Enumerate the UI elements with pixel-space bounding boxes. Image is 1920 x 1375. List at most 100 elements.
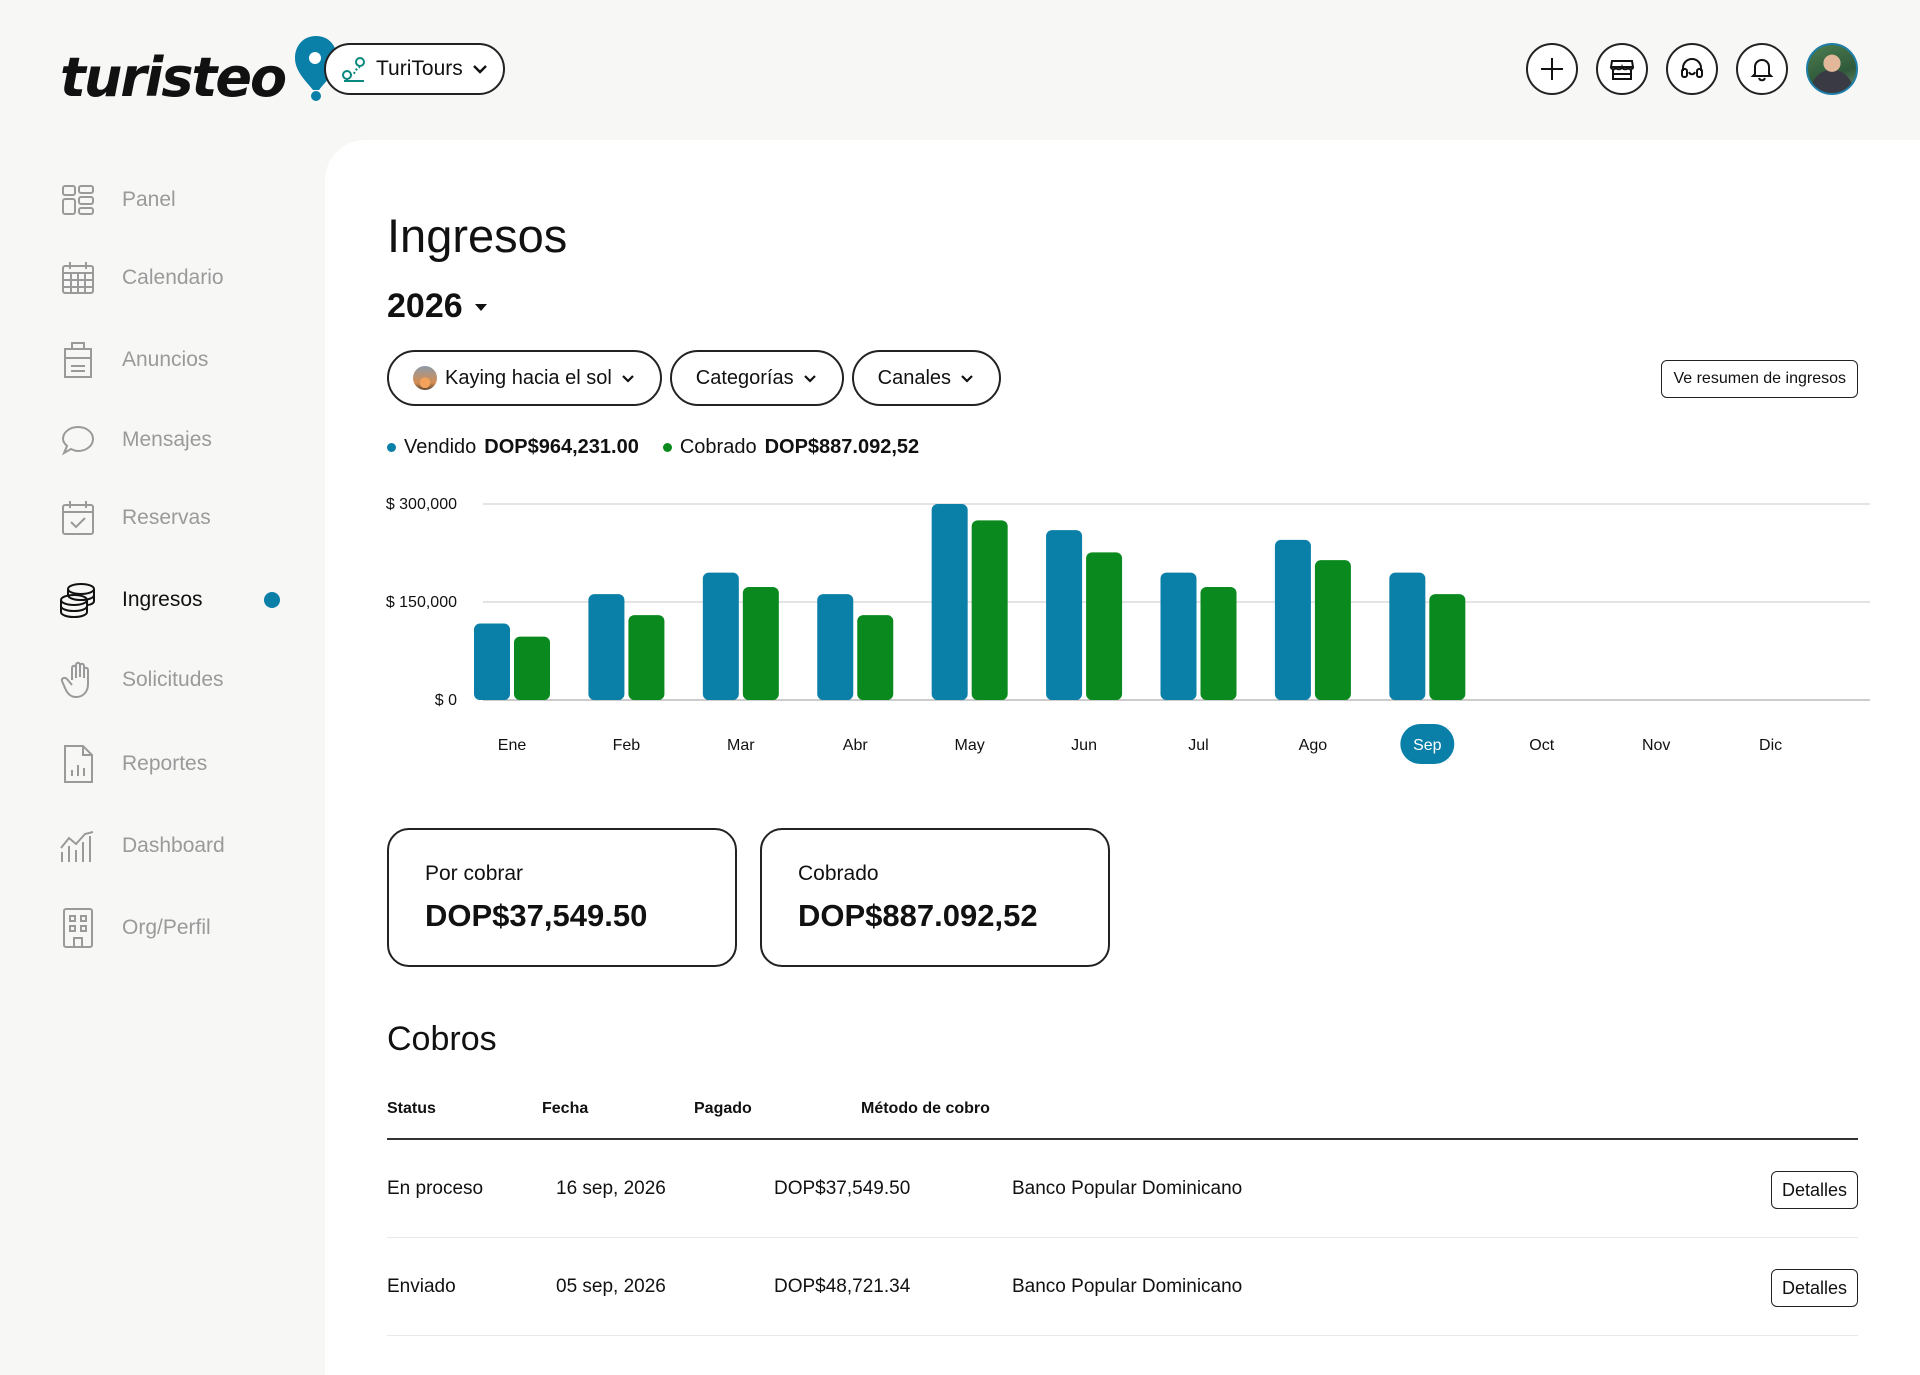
bar-cobrado-abr[interactable]	[857, 615, 894, 700]
bar-vendido-mar[interactable]	[702, 572, 739, 700]
sidebar-item-label: Panel	[122, 188, 176, 211]
table-row: En proceso 16 sep, 2026 DOP$37,549.50 Ba…	[387, 1140, 1858, 1238]
sidebar-item-org-perfil[interactable]: Org/Perfil	[58, 904, 298, 952]
filter-canales[interactable]: Canales	[851, 350, 1002, 406]
sidebar-item-anuncios[interactable]: Anuncios	[58, 336, 298, 384]
sidebar-item-label: Calendario	[122, 266, 224, 289]
add-button[interactable]	[1526, 43, 1578, 95]
card-label: Cobrado	[798, 862, 879, 885]
legend-item-cobrado: Cobrado DOP$887.092,52	[662, 436, 920, 459]
bar-vendido-jun[interactable]	[1046, 530, 1083, 700]
sidebar-item-label: Solicitudes	[122, 668, 224, 691]
x-tick-label[interactable]: Mar	[727, 737, 755, 754]
active-indicator-dot	[264, 592, 280, 608]
cell-pagado: DOP$37,549.50	[774, 1178, 911, 1199]
legend-label: Cobrado	[679, 436, 757, 458]
bar-cobrado-ene[interactable]	[514, 636, 550, 700]
sidebar-item-ingresos[interactable]: Ingresos	[58, 576, 298, 624]
legend-item-vendido: Vendido DOP$964,231.00	[387, 436, 639, 459]
bar-cobrado-feb[interactable]	[628, 615, 665, 700]
bar-vendido-jul[interactable]	[1160, 572, 1197, 700]
y-tick-label: $ 300,000	[386, 496, 457, 513]
report-icon	[58, 744, 98, 784]
bar-cobrado-may[interactable]	[971, 520, 1008, 700]
account-name: TuriTours	[376, 57, 463, 80]
sidebar-item-reportes[interactable]: Reportes	[58, 740, 298, 788]
caret-down-icon	[474, 303, 487, 311]
bar-vendido-ene[interactable]	[474, 623, 510, 700]
card-cobrado: Cobrado DOP$887.092,52	[760, 828, 1110, 967]
user-avatar[interactable]	[1806, 43, 1858, 95]
selected-month-pill[interactable]	[1400, 724, 1455, 764]
bar-cobrado-jun[interactable]	[1086, 552, 1123, 700]
headset-icon	[1681, 57, 1703, 78]
table-row: Enviado 05 sep, 2026 DOP$48,721.34 Banco…	[387, 1238, 1858, 1336]
account-selector[interactable]: TuriTours	[324, 43, 505, 95]
cell-metodo: Banco Popular Dominicano	[1012, 1178, 1243, 1199]
sidebar-item-solicitudes[interactable]: Solicitudes	[58, 656, 298, 704]
x-tick-label[interactable]: May	[955, 737, 985, 754]
sidebar-item-calendario[interactable]: Calendario	[58, 254, 298, 302]
notifications-button[interactable]	[1736, 43, 1788, 95]
x-tick-label[interactable]: Jun	[1071, 737, 1097, 754]
map-route-icon	[342, 57, 365, 82]
bar-cobrado-jul[interactable]	[1200, 586, 1237, 700]
grid-icon	[58, 180, 98, 220]
year-selector[interactable]: 2026	[387, 287, 489, 326]
cell-status: En proceso	[387, 1178, 484, 1199]
column-header-status: Status	[387, 1100, 436, 1117]
plus-icon	[1541, 58, 1563, 80]
filter-label: Kaying hacia el sol	[445, 366, 612, 389]
legend-value: DOP$887.092,52	[764, 436, 920, 458]
details-button[interactable]: Detalles	[1770, 1171, 1858, 1209]
calendar-check-icon	[58, 498, 98, 538]
support-button[interactable]	[1666, 43, 1718, 95]
main-panel: Ingresos 2026 Kaying hacia el sol Catego…	[325, 140, 1920, 1375]
bar-vendido-sep[interactable]	[1389, 572, 1426, 700]
calendar-icon	[58, 258, 98, 298]
x-tick-label[interactable]: Ago	[1299, 737, 1328, 754]
x-tick-label[interactable]: Oct	[1529, 737, 1554, 754]
bar-cobrado-mar[interactable]	[742, 586, 779, 700]
legend-label: Vendido	[404, 436, 477, 458]
sidebar-item-mensajes[interactable]: Mensajes	[58, 416, 298, 464]
bar-vendido-abr[interactable]	[817, 594, 854, 700]
y-tick-label: $ 150,000	[386, 594, 457, 611]
filter-experience[interactable]: Kaying hacia el sol	[387, 350, 662, 406]
sidebar-item-reservas[interactable]: Reservas	[58, 494, 298, 542]
experience-thumbnail	[413, 366, 437, 390]
cell-status: Enviado	[387, 1276, 456, 1297]
x-tick-label[interactable]: Dic	[1759, 737, 1782, 754]
details-button[interactable]: Detalles	[1770, 1269, 1858, 1307]
x-tick-label[interactable]: Nov	[1642, 737, 1670, 754]
chevron-down-icon	[472, 65, 487, 74]
building-icon	[58, 908, 98, 948]
store-button[interactable]	[1596, 43, 1648, 95]
filter-categorias[interactable]: Categorías	[669, 350, 844, 406]
x-tick-label[interactable]: Feb	[613, 737, 641, 754]
chevron-down-icon	[622, 375, 634, 383]
coins-icon	[58, 580, 98, 620]
income-bar-chart: $ 0 $ 150,000 $ 300,000 Ene Feb Mar Abr May Jun J…	[386, 496, 1870, 764]
x-tick-label[interactable]: Abr	[843, 737, 869, 754]
sidebar-item-label: Dashboard	[122, 834, 225, 857]
bar-vendido-ago[interactable]	[1274, 539, 1311, 700]
bar-cobrado-ago[interactable]	[1314, 560, 1351, 700]
bar-cobrado-sep[interactable]	[1429, 594, 1466, 700]
bar-chart-icon	[58, 826, 98, 866]
logo-text: turisteo	[60, 46, 287, 109]
x-tick-label[interactable]: Ene	[498, 737, 527, 754]
bar-vendido-feb[interactable]	[588, 594, 625, 700]
chevron-down-icon	[961, 375, 973, 383]
turisteo-logo[interactable]: turisteo	[60, 28, 339, 109]
bar-vendido-may[interactable]	[931, 504, 968, 700]
chevron-down-icon	[803, 375, 816, 383]
table-header: Status Fecha Pagado Método de cobro	[387, 1092, 1858, 1140]
card-value: DOP$887.092,52	[798, 898, 1038, 933]
column-header-fecha: Fecha	[542, 1100, 589, 1117]
sidebar-item-dashboard[interactable]: Dashboard	[58, 822, 298, 870]
x-tick-label[interactable]: Sep	[1413, 737, 1442, 754]
sidebar-item-panel[interactable]: Panel	[58, 176, 298, 224]
income-summary-button[interactable]: Ve resumen de ingresos	[1661, 360, 1858, 398]
x-tick-label[interactable]: Jul	[1188, 737, 1208, 754]
